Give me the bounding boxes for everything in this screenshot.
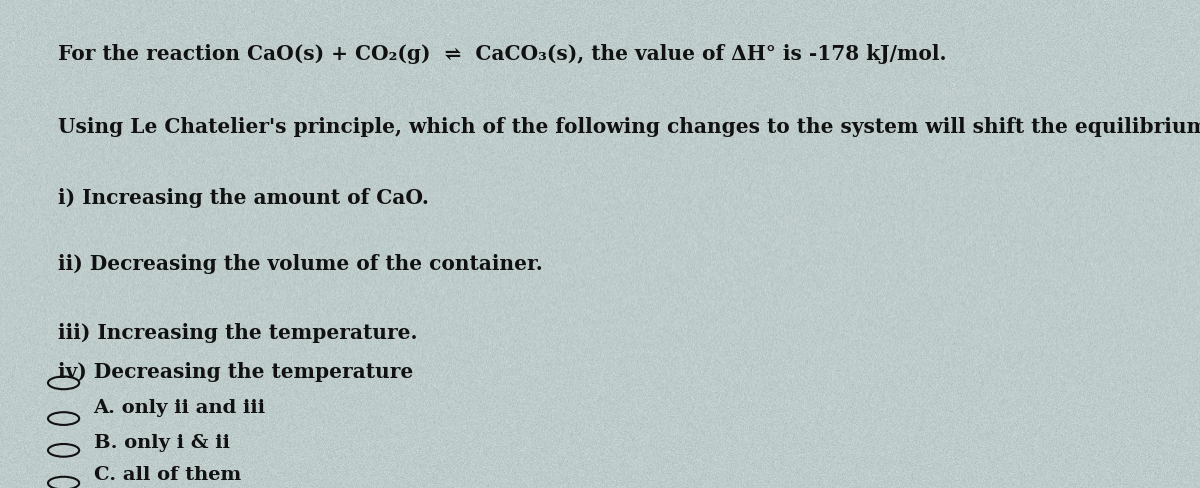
Text: A. only ii and iii: A. only ii and iii: [94, 398, 265, 416]
Text: iii) Increasing the temperature.: iii) Increasing the temperature.: [58, 322, 418, 342]
Text: C. all of them: C. all of them: [94, 465, 241, 483]
Text: iv) Decreasing the temperature: iv) Decreasing the temperature: [58, 361, 413, 381]
Text: ii) Decreasing the volume of the container.: ii) Decreasing the volume of the contain…: [58, 254, 542, 274]
Text: Using Le Chatelier's principle, which of the following changes to the system wil: Using Le Chatelier's principle, which of…: [58, 117, 1200, 137]
Text: B. only i & ii: B. only i & ii: [94, 433, 229, 451]
Text: i) Increasing the amount of CaO.: i) Increasing the amount of CaO.: [58, 188, 428, 208]
Text: For the reaction CaO(s) + CO₂(g)  ⇌  CaCO₃(s), the value of ΔH° is -178 kJ/mol.: For the reaction CaO(s) + CO₂(g) ⇌ CaCO₃…: [58, 44, 946, 64]
